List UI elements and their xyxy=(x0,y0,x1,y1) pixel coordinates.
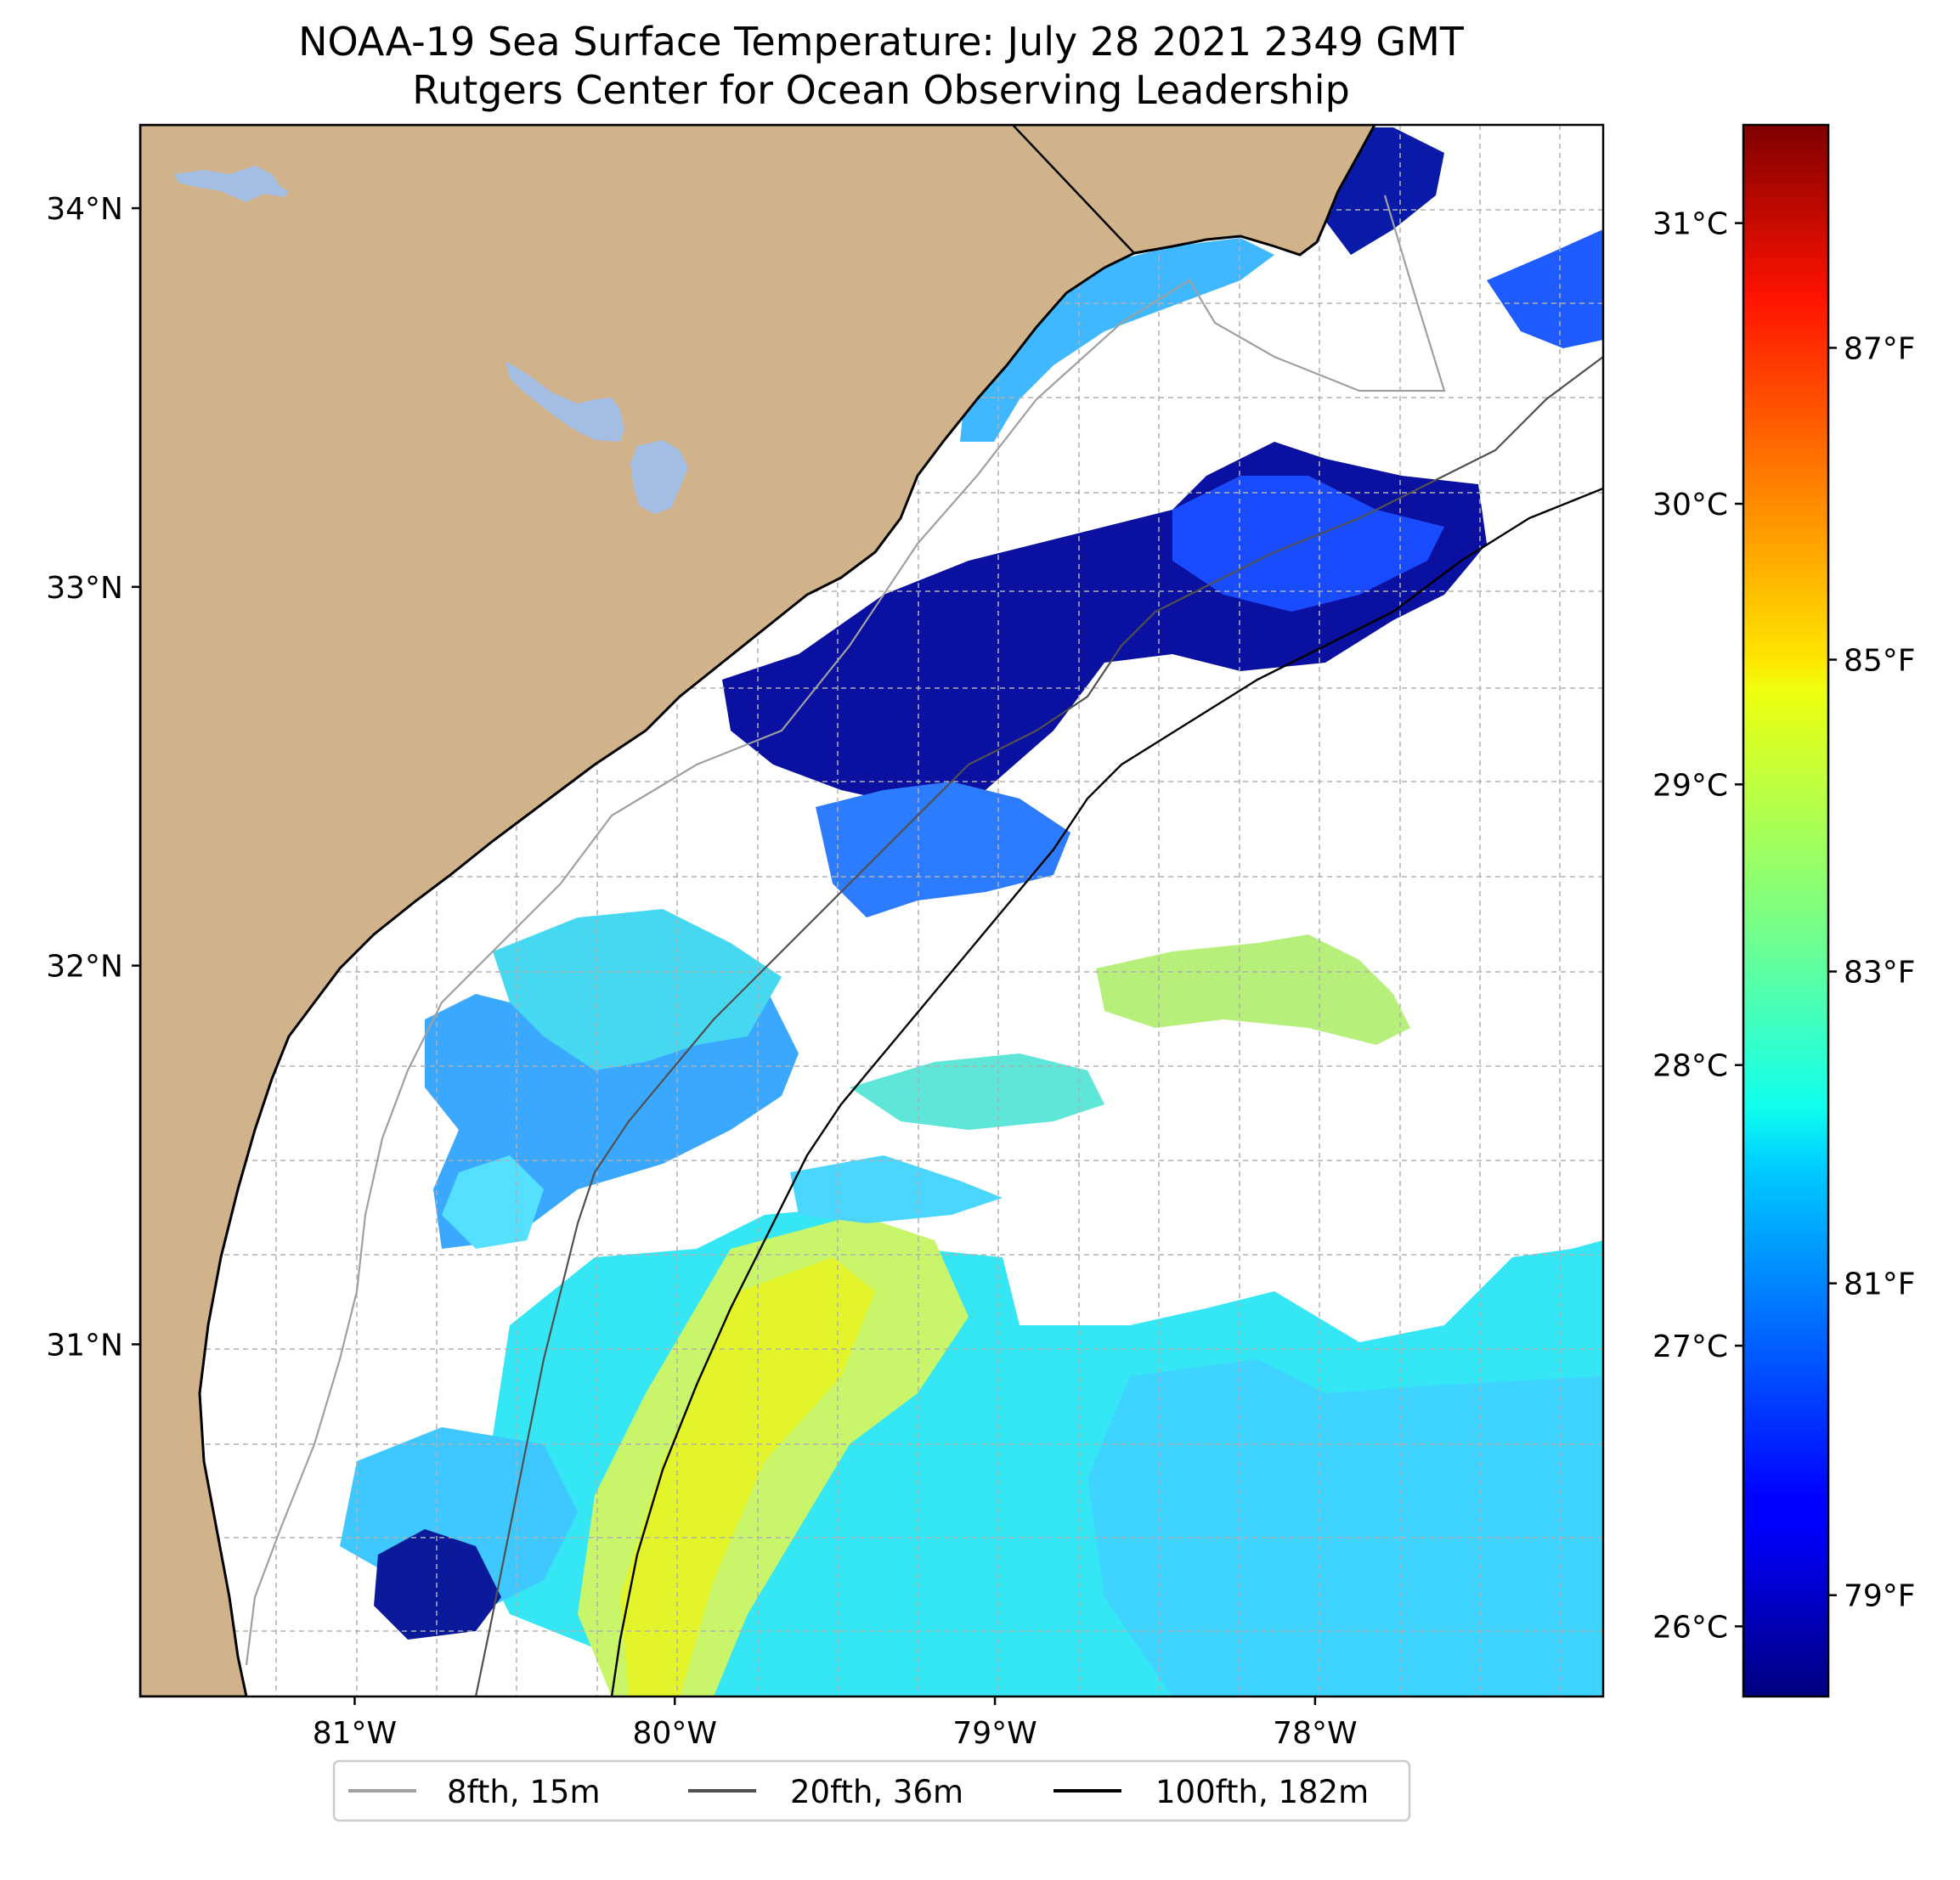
longitude-ticks: 81°W 80°W 79°W 78°W xyxy=(313,1697,1358,1751)
lon-tick-label: 78°W xyxy=(1273,1716,1357,1751)
lon-tick-label: 80°W xyxy=(633,1716,717,1751)
fahrenheit-tick-label: 81°F xyxy=(1844,1267,1916,1302)
colorbar: 31°C 30°C 29°C 28°C 27°C 26°C 87°F 85°F 83°F 81°… xyxy=(1652,123,1916,1698)
legend-label-20fth: 20fth, 36m xyxy=(790,1774,963,1810)
colorbar-celsius-ticks: 31°C 30°C 29°C 28°C 27°C 26°C xyxy=(1652,207,1743,1645)
map-frame xyxy=(138,123,1605,1698)
fahrenheit-tick-label: 83°F xyxy=(1844,956,1916,991)
sst-patch-east-cyan xyxy=(850,1053,1104,1130)
lake-north xyxy=(174,166,289,202)
sst-patch-mid-shelf-blue xyxy=(816,782,1070,917)
legend-box xyxy=(332,1759,1411,1822)
celsius-tick-label: 30°C xyxy=(1652,488,1728,522)
lat-tick-label: 34°N xyxy=(46,192,123,227)
fahrenheit-tick-label: 85°F xyxy=(1844,644,1916,679)
lat-tick-label: 31°N xyxy=(46,1328,123,1363)
state-border xyxy=(1012,125,1135,254)
sst-patch-coastal-cyan-south xyxy=(442,1155,544,1249)
celsius-tick-label: 27°C xyxy=(1652,1330,1728,1364)
celsius-tick-label: 29°C xyxy=(1652,768,1728,803)
isobath-8fth xyxy=(245,195,1446,1666)
lon-tick-label: 81°W xyxy=(313,1716,397,1751)
sst-patch-northeast-coast-cyan xyxy=(960,238,1274,442)
legend-label-8fth: 8fth, 15m xyxy=(447,1774,601,1810)
isobaths xyxy=(245,195,1603,1697)
latitude-ticks: 34°N 33°N 32°N 31°N xyxy=(46,192,140,1363)
isobath-100fth xyxy=(610,487,1603,1697)
land-mass xyxy=(140,125,1376,1697)
lat-tick-label: 32°N xyxy=(46,950,123,985)
sst-patch-far-northeast-blue xyxy=(1487,229,1603,348)
lakes xyxy=(174,166,688,514)
isobath-legend: 8fth, 15m 20fth, 36m 100fth, 182m xyxy=(332,1759,1411,1822)
celsius-tick-label: 31°C xyxy=(1652,207,1728,242)
lake-moultrie xyxy=(630,440,688,514)
colorbar-fahrenheit-ticks: 87°F 85°F 83°F 81°F 79°F xyxy=(1828,331,1916,1614)
celsius-tick-label: 28°C xyxy=(1652,1049,1728,1084)
colorbar-gradient xyxy=(1742,123,1830,1698)
lon-tick-label: 79°W xyxy=(952,1716,1036,1751)
sst-patch-east-yellowgreen xyxy=(1096,934,1410,1045)
fahrenheit-tick-label: 79°F xyxy=(1844,1579,1916,1614)
isobath-20fth xyxy=(474,356,1603,1697)
lat-tick-label: 33°N xyxy=(46,571,123,606)
legend-label-100fth: 100fth, 182m xyxy=(1155,1774,1369,1810)
sst-patch-mid-cyan xyxy=(493,909,782,1070)
lake-marion xyxy=(506,361,624,442)
figure-title: NOAA-19 Sea Surface Temperature: July 28… xyxy=(298,19,1465,65)
sst-patch-center-cyan xyxy=(790,1155,1003,1223)
fahrenheit-tick-label: 87°F xyxy=(1844,331,1916,366)
celsius-tick-label: 26°C xyxy=(1652,1610,1728,1645)
sst-patch-southwest-dark xyxy=(374,1529,501,1640)
sst-patch-southeast-cyan xyxy=(1087,1359,1603,1697)
map-panel xyxy=(140,125,1603,1697)
figure-subtitle: Rutgers Center for Ocean Observing Leade… xyxy=(412,67,1350,113)
sst-patch-warm-core xyxy=(620,1257,875,1697)
